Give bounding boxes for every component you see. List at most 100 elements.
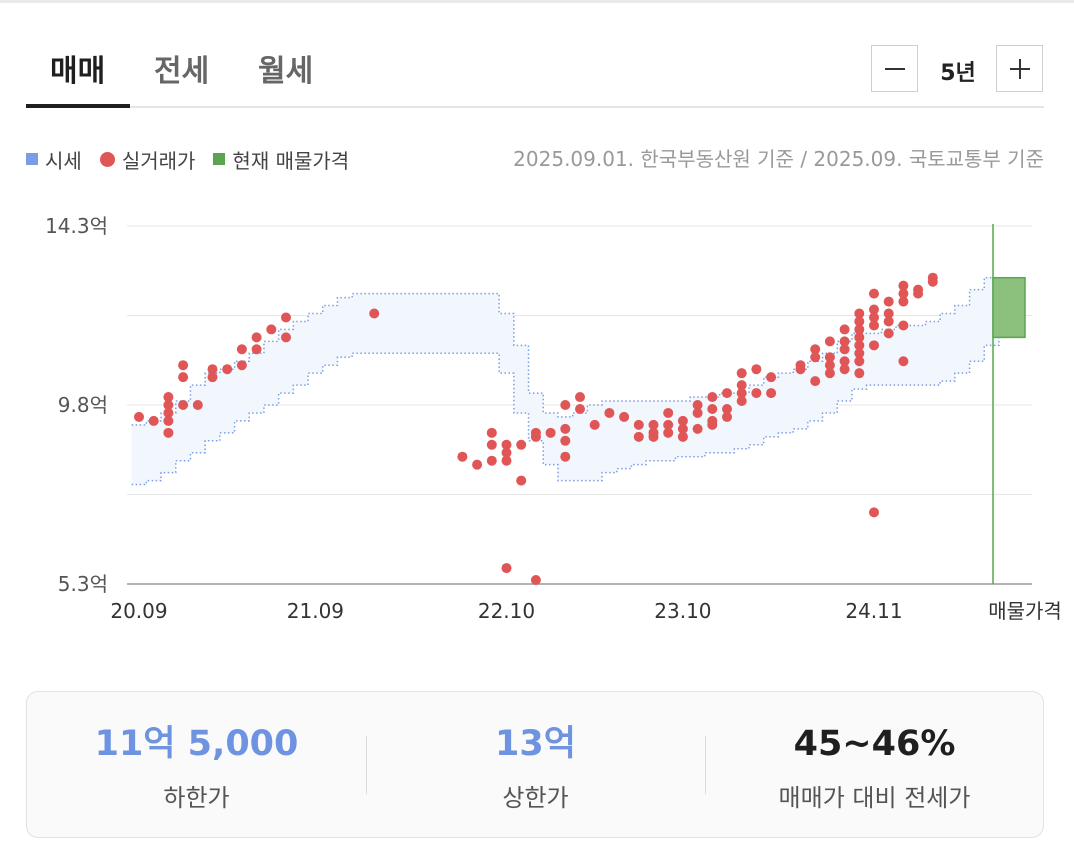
actual-deal-point: [869, 320, 879, 331]
actual-deal-point: [575, 403, 585, 414]
actual-deal-point: [163, 427, 174, 438]
actual-deal-point: [560, 435, 571, 446]
actual-deal-point: [677, 415, 688, 426]
actual-deal-point: [736, 396, 747, 407]
market-price-lower-line: [131, 336, 1014, 486]
actual-deal-point: [501, 455, 512, 466]
actual-deal-point: [722, 388, 732, 399]
legend-swatch-square: [213, 153, 226, 165]
x-tick-label: 20.09: [110, 599, 167, 623]
actual-deal-point: [810, 344, 821, 355]
period-label: 5년: [940, 61, 976, 86]
actual-deal-point: [854, 348, 865, 359]
actual-deal-point: [545, 427, 556, 438]
actual-deal-point: [766, 388, 777, 399]
x-tick-label-listing: 매물가격: [988, 599, 1062, 623]
chart-legend: 시세 실거래가 현재 매물가격: [26, 145, 367, 173]
tab-jeonse[interactable]: 전세: [154, 54, 210, 89]
actual-deal-point: [751, 364, 762, 375]
legend-market-price: 시세: [26, 145, 82, 174]
legend-label: 시세: [45, 148, 82, 173]
actual-deal-point: [883, 328, 894, 339]
actual-deal-point: [163, 407, 174, 418]
actual-deal-point: [457, 451, 468, 462]
actual-deal-point: [163, 392, 174, 403]
actual-deal-point: [604, 407, 615, 418]
actual-deal-point: [148, 415, 159, 426]
actual-deal-point: [722, 403, 732, 414]
actual-deal-point: [913, 288, 924, 299]
stat-value: 11억 5,000: [94, 724, 299, 764]
actual-deal-point: [707, 403, 718, 414]
y-tick-label: 5.3억: [58, 572, 108, 596]
actual-deal-point: [516, 439, 527, 450]
price-chart[interactable]: 5.3억 9.8억 14.3억 20.09 21.09 22.10 23.10 24.11 매물…: [0, 190, 1074, 630]
y-tick-label: 14.3억: [45, 214, 108, 238]
actual-deal-point: [722, 411, 732, 422]
actual-deal-point: [898, 296, 909, 307]
actual-deal-point: [648, 431, 659, 442]
actual-deal-point: [486, 439, 497, 450]
actual-deal-point: [869, 312, 879, 323]
actual-deal-point: [501, 447, 512, 458]
legend-label: 현재 매물가격: [232, 148, 350, 173]
actual-deal-point: [663, 427, 674, 438]
actual-deal-point: [869, 340, 879, 351]
actual-deal-point: [869, 288, 879, 299]
actual-deal-point: [883, 316, 894, 327]
actual-deal-point: [736, 388, 747, 399]
x-tick-label: 23.10: [654, 599, 711, 623]
actual-deal-point: [178, 400, 189, 410]
period-decrease-button[interactable]: [871, 45, 918, 92]
actual-deal-point: [163, 415, 174, 426]
actual-deal-point: [222, 364, 233, 375]
actual-deal-point: [854, 308, 865, 319]
actual-deal-point: [178, 360, 189, 371]
deal-type-tabs: 매매 전세 월세: [26, 40, 1044, 108]
actual-deal-point: [854, 332, 865, 343]
actual-deal-point: [898, 288, 909, 299]
actual-deal-point: [560, 423, 571, 434]
stat-value: 45~46%: [793, 724, 956, 764]
actual-deal-point: [839, 344, 850, 355]
listing-price-range: [992, 276, 1026, 339]
actual-deal-point: [134, 411, 144, 422]
actual-deal-point: [619, 411, 630, 422]
actual-deal-point: [633, 431, 644, 442]
actual-deal-point: [663, 407, 674, 418]
actual-deal-point: [898, 356, 909, 367]
actual-deal-point: [839, 364, 850, 375]
actual-deal-point: [236, 344, 247, 355]
actual-deal-point: [869, 304, 879, 315]
divider: [366, 736, 367, 794]
top-border: [0, 0, 1074, 3]
period-increase-button[interactable]: [996, 45, 1043, 92]
stat-label: 매매가 대비 전세가: [778, 784, 971, 812]
actual-deal-point: [854, 368, 865, 379]
actual-deal-point: [560, 400, 571, 410]
actual-deal-point: [692, 400, 703, 410]
actual-deal-point: [869, 507, 879, 518]
actual-deal-point: [927, 272, 938, 283]
actual-deal-point: [883, 296, 894, 307]
actual-deal-point: [207, 364, 218, 375]
actual-deal-point: [810, 376, 821, 387]
summary-jeonse-ratio: 45~46% 매매가 대비 전세가: [705, 722, 1044, 813]
legend-swatch-square: [26, 153, 38, 165]
data-source-note: 2025.09.01. 한국부동산원 기준 / 2025.09. 국토교통부 기…: [513, 147, 1044, 171]
actual-deal-point: [281, 312, 291, 323]
actual-deal-point: [736, 380, 747, 391]
actual-deal-point: [692, 407, 703, 418]
x-tick-label: 21.09: [287, 599, 344, 623]
actual-deal-point: [369, 308, 380, 319]
actual-deal-point: [810, 352, 821, 363]
actual-deal-point: [251, 332, 262, 343]
tab-monthly-rent[interactable]: 월세: [258, 54, 314, 89]
tab-sale[interactable]: 매매: [50, 54, 106, 89]
divider: [705, 736, 706, 794]
actual-deal-point: [736, 368, 747, 379]
actual-deal-point: [530, 431, 541, 442]
actual-deal-point: [824, 360, 835, 371]
actual-deal-point: [501, 439, 512, 450]
actual-deal-point: [707, 419, 718, 430]
